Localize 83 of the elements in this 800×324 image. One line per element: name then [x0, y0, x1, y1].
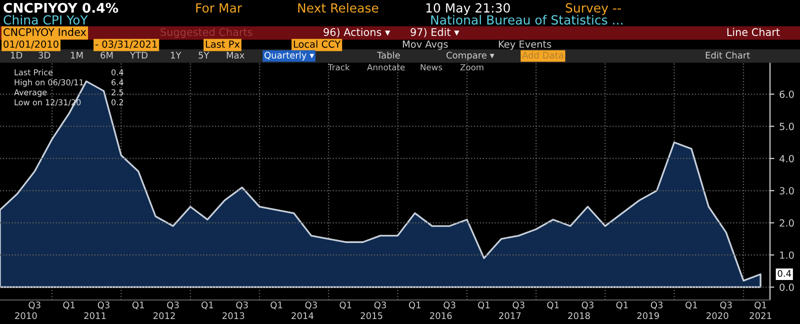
x-tick-label: Q1	[408, 302, 420, 310]
x2-tick-label: 2010	[15, 312, 37, 320]
y-tick-label: 2.0	[780, 219, 794, 227]
text: Mov Avgs	[402, 40, 448, 50]
x-tick-label: Q1	[63, 302, 75, 310]
annotation: Track	[328, 64, 350, 70]
text: Next Release	[298, 2, 378, 13]
annotation: High on 06/30/11	[14, 79, 84, 87]
x2-tick-label: 2013	[222, 312, 244, 320]
y-tick-label: 6.0	[780, 90, 794, 98]
text: 01/01/2010	[4, 40, 58, 49]
x-tick-label: Q3	[444, 302, 456, 310]
x-tick-label: Q1	[270, 302, 282, 310]
text: Compare ▾	[446, 52, 494, 60]
chart-subtitle: China CPI YoY	[4, 14, 88, 25]
annotation: Annotate	[367, 64, 405, 70]
text: National Bureau of Statistics ...	[431, 14, 622, 25]
annotation: News	[420, 64, 442, 70]
x-tick-label: Q3	[582, 302, 594, 310]
text: Edit Chart	[706, 52, 750, 59]
text: YTD	[130, 52, 148, 58]
x2-tick-label: 2015	[360, 312, 382, 320]
text: Key Events	[498, 40, 552, 50]
x2-tick-label: 2012	[153, 312, 175, 320]
x-tick-label: Q3	[236, 302, 248, 310]
x2-tick-label: 2018	[568, 312, 590, 320]
chart-title: CNCPIYOY 0.4%	[4, 2, 118, 13]
y-tick-label: 3.0	[780, 187, 794, 194]
annotation: Zoom	[460, 64, 484, 70]
text: 97) Edit ▾	[410, 28, 460, 38]
text: 96) Actions ▾	[324, 28, 390, 38]
x-tick-label: Q3	[98, 302, 110, 310]
text: 1M	[70, 52, 83, 58]
x-tick-label: Q3	[28, 302, 40, 310]
x-tick-label: Q3	[305, 302, 317, 310]
x-tick-label: Q1	[478, 302, 490, 310]
x-tick-label: Q3	[650, 302, 663, 310]
text: 1Y	[170, 52, 182, 58]
annotation: 0.4	[778, 270, 792, 277]
text: 1D	[10, 52, 22, 58]
x2-tick-label: 2020	[706, 312, 728, 320]
y-tick-label: 0.0	[780, 284, 794, 291]
annotation: Average	[14, 89, 47, 97]
y-tick-label: 5.0	[780, 122, 794, 130]
y-tick-label: 4.0	[780, 154, 794, 162]
text: CNCPIYOY Index	[4, 28, 86, 36]
x-tick-label: Q3	[720, 302, 732, 310]
text: 6M	[100, 52, 113, 59]
text: Local CCY	[294, 40, 341, 48]
x-tick-label: Q1	[616, 302, 628, 310]
text: Survey --	[566, 3, 621, 16]
x-tick-label: Q1	[202, 302, 214, 310]
text: Max	[226, 52, 244, 59]
annotation: 0.2	[112, 99, 124, 106]
annotation: 2.5	[112, 89, 124, 96]
text: Table	[376, 52, 400, 59]
text: Line Chart	[727, 28, 780, 36]
text: For Mar	[196, 3, 242, 13]
text: 3D	[38, 52, 50, 59]
x-tick-label: Q1	[754, 302, 766, 310]
x-tick-label: Q3	[374, 302, 386, 310]
x-tick-label: Q3	[512, 302, 524, 310]
text: Last Px	[206, 40, 240, 48]
x2-tick-label: 2011	[84, 312, 106, 320]
x-tick-label: Q1	[686, 302, 698, 310]
x-tick-label: Q1	[132, 302, 144, 310]
x-tick-label: Q1	[340, 302, 352, 310]
text: Add Data	[522, 52, 564, 59]
text: Quarterly ▾	[264, 52, 314, 60]
x-tick-label: Q3	[167, 302, 179, 310]
x2-tick-label: 2021	[750, 312, 772, 320]
text: 10 May 21:30	[426, 3, 510, 16]
text: - 03/31/2021	[95, 40, 157, 49]
annotation: 0.4	[112, 69, 124, 76]
annotation: 6.4	[112, 79, 124, 86]
x2-tick-label: 2019	[637, 312, 659, 320]
y-tick-label: 1.0	[780, 251, 794, 259]
text: 5Y	[198, 52, 210, 59]
x2-tick-label: 2017	[499, 312, 521, 320]
x2-tick-label: 2016	[430, 312, 452, 320]
x-tick-label: Q1	[547, 302, 559, 310]
annotation: Last Price	[14, 69, 53, 76]
x2-tick-label: 2014	[292, 312, 314, 320]
